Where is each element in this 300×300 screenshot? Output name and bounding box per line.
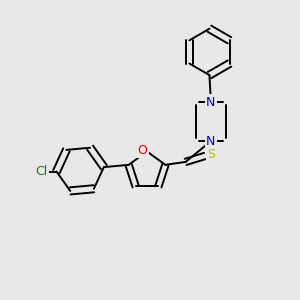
- Text: N: N: [206, 135, 216, 148]
- Text: Cl: Cl: [35, 165, 47, 178]
- Text: N: N: [206, 96, 216, 109]
- Text: S: S: [208, 148, 215, 161]
- Text: O: O: [138, 143, 148, 157]
